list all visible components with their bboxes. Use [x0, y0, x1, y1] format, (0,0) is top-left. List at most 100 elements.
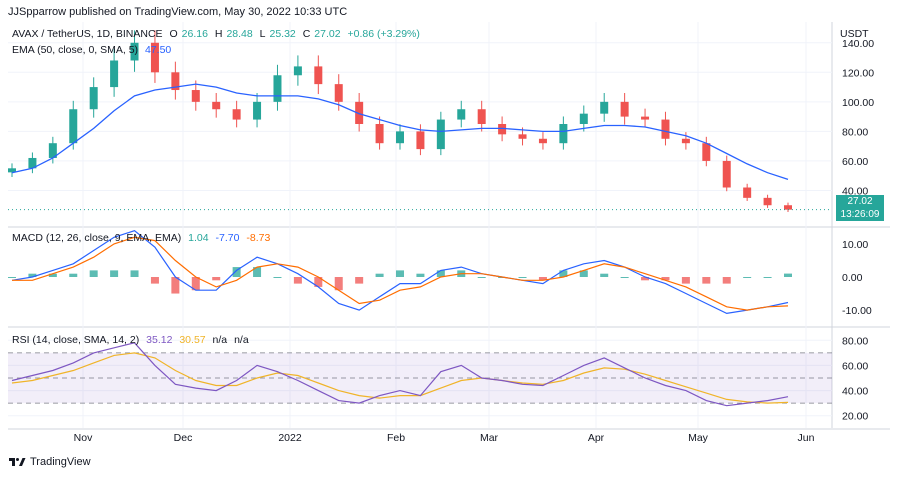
close-value: 27.02: [314, 28, 341, 40]
rsi-legend: RSI (14, close, SMA, 14, 2) 35.12 30.57 …: [12, 334, 253, 346]
macd-hist-bar: [559, 270, 568, 277]
macd-hist-bar: [253, 267, 262, 277]
footer: TradingView: [8, 456, 91, 468]
macd-hist-bar: [28, 273, 37, 277]
rsi-ma-line: [11, 352, 789, 404]
macd-legend: MACD (12, 26, close, 9, EMA, EMA) 1.04 -…: [12, 232, 274, 244]
candle-body: [784, 205, 792, 210]
candle-body: [498, 124, 507, 135]
macd-hist-bar: [89, 270, 98, 277]
x-tick-label: Mar: [480, 432, 499, 444]
candle-body: [273, 75, 282, 102]
macd-hist-bar: [681, 277, 690, 284]
x-tick-label: Nov: [74, 432, 93, 444]
candle-body: [8, 168, 16, 173]
ema-legend: EMA (50, close, 0, SMA, 5) 47.50: [12, 44, 175, 56]
candle-body: [559, 124, 568, 144]
countdown-tag: 13:26:09: [836, 208, 884, 221]
macd-hist-bar: [110, 270, 119, 277]
x-tick-label: 2022: [278, 432, 302, 444]
close-label: C: [302, 28, 311, 40]
high-value: 28.48: [226, 28, 253, 40]
candle-body: [763, 197, 772, 206]
open-value: 26.16: [181, 28, 208, 40]
candle-body: [702, 143, 711, 161]
y-tick-label: 60.00: [842, 360, 868, 372]
macd-hist-bar: [212, 277, 221, 281]
candle-body: [661, 119, 670, 139]
candle-body: [436, 119, 445, 150]
ema-value: 47.50: [144, 44, 172, 56]
candles: [8, 30, 792, 213]
main-legend: AVAX / TetherUS, 1D, BINANCE O 26.16 H 28.…: [12, 28, 424, 40]
macd-value: -7.70: [215, 232, 240, 244]
macd-hist-bar: [396, 270, 404, 277]
candle-body: [477, 109, 486, 124]
macd-hist-bar: [375, 273, 384, 277]
candle-body: [579, 113, 588, 124]
y-tick-label: 0.00: [842, 272, 863, 284]
macd-label: MACD (12, 26, close, 9, EMA, EMA): [12, 232, 182, 244]
candle-body: [375, 124, 384, 144]
x-tick-label: Dec: [174, 432, 193, 444]
macd-histogram: [8, 267, 792, 294]
macd-hist-bar: [355, 277, 364, 284]
candle-body: [518, 134, 527, 139]
x-tick-label: May: [688, 432, 709, 444]
macd-hist-bar: [702, 277, 711, 284]
macd-hist-bar: [600, 273, 609, 277]
last-price-tag: 27.02: [836, 195, 884, 208]
candle-body: [396, 131, 404, 144]
rsi-value: 35.12: [146, 334, 173, 346]
macd-hist-bar: [191, 277, 200, 291]
macd-hist-bar: [69, 273, 78, 277]
macd-hist-bar: [436, 270, 445, 277]
signal-value: -8.73: [246, 232, 271, 244]
macd-hist-bar: [8, 277, 16, 278]
candle-body: [150, 42, 159, 73]
y-tick-label: 40.00: [842, 185, 868, 197]
macd-hist-bar: [661, 277, 670, 281]
high-label: H: [214, 28, 223, 40]
low-label: L: [259, 28, 266, 40]
candle-body: [69, 109, 78, 144]
change-value: +0.86 (+3.29%): [347, 28, 420, 40]
macd-hist-bar: [518, 277, 527, 278]
candle-body: [212, 101, 221, 110]
footer-brand[interactable]: TradingView: [30, 456, 91, 468]
macd-hist-bar: [743, 277, 752, 278]
candle-body: [89, 87, 98, 110]
macd-line: [11, 230, 789, 315]
macd-hist-value: 1.04: [188, 232, 209, 244]
y-tick-label: 10.00: [842, 239, 868, 251]
y-tick-label: -10.00: [842, 305, 872, 317]
candle-body: [641, 116, 650, 120]
symbol-label: AVAX / TetherUS, 1D, BINANCE: [12, 28, 163, 40]
currency-label: USDT: [840, 28, 869, 40]
x-tick-label: Jun: [798, 432, 815, 444]
rsi-na-1: n/a: [212, 334, 228, 346]
y-tick-label: 20.00: [842, 411, 868, 423]
y-tick-label: 100.00: [842, 97, 874, 109]
candle-body: [600, 101, 609, 114]
candle-body: [253, 101, 262, 120]
macd-hist-bar: [150, 277, 159, 284]
candle-body: [355, 101, 364, 124]
rsi-ma-value: 30.57: [179, 334, 206, 346]
candle-body: [314, 66, 323, 85]
macd-hist-bar: [273, 277, 282, 278]
y-tick-label: 140.00: [842, 38, 874, 50]
macd-hist-bar: [722, 277, 731, 284]
candle-body: [743, 187, 752, 198]
macd-hist-bar: [293, 277, 302, 284]
macd-hist-bar: [763, 277, 772, 278]
candle-body: [293, 66, 302, 76]
rsi-label: RSI (14, close, SMA, 14, 2): [12, 334, 140, 346]
open-label: O: [169, 28, 178, 40]
candle-body: [457, 109, 466, 120]
x-tick-label: Feb: [387, 432, 405, 444]
candle-body: [171, 72, 180, 91]
candle-body: [28, 157, 37, 169]
macd-hist-bar: [130, 270, 139, 277]
candle-body: [110, 60, 119, 88]
